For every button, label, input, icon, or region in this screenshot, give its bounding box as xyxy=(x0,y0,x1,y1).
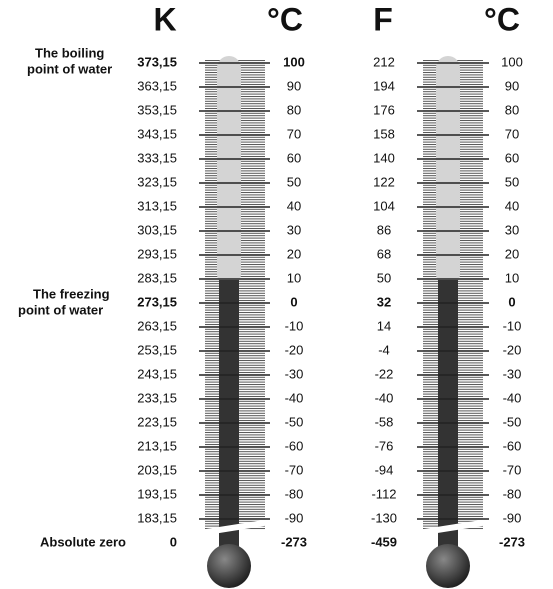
celsius-label: -50 xyxy=(285,414,304,429)
fahrenheit-label: 158 xyxy=(373,126,395,141)
annotation: Absolute zero xyxy=(40,534,126,549)
kelvin-label: 313,15 xyxy=(137,198,177,213)
celsius-label: 20 xyxy=(287,246,301,261)
fahrenheit-label: 140 xyxy=(373,150,395,165)
fahrenheit-label: -459 xyxy=(371,534,397,549)
celsius-label: 80 xyxy=(287,102,301,117)
celsius-label: -273 xyxy=(281,534,307,549)
fahrenheit-label: 68 xyxy=(377,246,391,261)
thermometer-diagram: K °C F °C The boiling point of water The… xyxy=(0,0,553,589)
fahrenheit-label: -4 xyxy=(378,342,390,357)
celsius-label: -80 xyxy=(503,486,522,501)
kelvin-label: 283,15 xyxy=(137,270,177,285)
kelvin-label: 343,15 xyxy=(137,126,177,141)
kelvin-label: 213,15 xyxy=(137,438,177,453)
fahrenheit-label: 212 xyxy=(373,54,395,69)
fahrenheit-label: -130 xyxy=(371,510,397,525)
fahrenheit-label: -94 xyxy=(375,462,394,477)
celsius-label: 100 xyxy=(501,54,523,69)
kelvin-label: 333,15 xyxy=(137,150,177,165)
celsius-label: -30 xyxy=(503,366,522,381)
celsius-label: 0 xyxy=(290,294,297,309)
fahrenheit-label: 176 xyxy=(373,102,395,117)
kelvin-label: 263,15 xyxy=(137,318,177,333)
celsius-label: 10 xyxy=(287,270,301,285)
kelvin-label: 183,15 xyxy=(137,510,177,525)
kelvin-label: 233,15 xyxy=(137,390,177,405)
fahrenheit-label: -58 xyxy=(375,414,394,429)
header: F xyxy=(373,1,393,37)
celsius-label: -40 xyxy=(285,390,304,405)
celsius-label: -60 xyxy=(285,438,304,453)
annotation: point of water xyxy=(27,61,112,76)
celsius-label: 90 xyxy=(505,78,519,93)
kelvin-label: 223,15 xyxy=(137,414,177,429)
celsius-label: -50 xyxy=(503,414,522,429)
celsius-label: -273 xyxy=(499,534,525,549)
celsius-label: -60 xyxy=(503,438,522,453)
kelvin-label: 243,15 xyxy=(137,366,177,381)
kelvin-label: 203,15 xyxy=(137,462,177,477)
fahrenheit-label: -22 xyxy=(375,366,394,381)
celsius-label: 60 xyxy=(505,150,519,165)
celsius-label: -30 xyxy=(285,366,304,381)
kelvin-label: 0 xyxy=(170,534,177,549)
fahrenheit-label: 32 xyxy=(377,294,391,309)
celsius-label: 50 xyxy=(505,174,519,189)
celsius-label: -40 xyxy=(503,390,522,405)
fahrenheit-label: 86 xyxy=(377,222,391,237)
kelvin-label: 363,15 xyxy=(137,78,177,93)
celsius-label: 100 xyxy=(283,54,305,69)
fahrenheit-label: 104 xyxy=(373,198,395,213)
celsius-label: -80 xyxy=(285,486,304,501)
fahrenheit-label: 14 xyxy=(377,318,391,333)
celsius-label: 0 xyxy=(508,294,515,309)
kelvin-label: 323,15 xyxy=(137,174,177,189)
celsius-label: 10 xyxy=(505,270,519,285)
fahrenheit-label: -112 xyxy=(371,486,396,501)
celsius-label: 70 xyxy=(505,126,519,141)
celsius-label: 40 xyxy=(287,198,301,213)
celsius-label: 40 xyxy=(505,198,519,213)
annotation: The freezing xyxy=(33,286,110,301)
kelvin-label: 293,15 xyxy=(137,246,177,261)
celsius-label: 30 xyxy=(505,222,519,237)
fahrenheit-label: -40 xyxy=(375,390,394,405)
header: K xyxy=(153,1,176,37)
annotation: point of water xyxy=(18,302,103,317)
fahrenheit-label: 194 xyxy=(373,78,395,93)
kelvin-label: 303,15 xyxy=(137,222,177,237)
celsius-label: 80 xyxy=(505,102,519,117)
celsius-label: -70 xyxy=(503,462,522,477)
fahrenheit-label: -76 xyxy=(375,438,394,453)
fahrenheit-label: 50 xyxy=(377,270,391,285)
celsius-label: 30 xyxy=(287,222,301,237)
celsius-label: 90 xyxy=(287,78,301,93)
celsius-label: -20 xyxy=(285,342,304,357)
celsius-label: 50 xyxy=(287,174,301,189)
kelvin-label: 253,15 xyxy=(137,342,177,357)
fahrenheit-label: 122 xyxy=(373,174,395,189)
thermometer-right xyxy=(418,56,488,588)
annotation: The boiling xyxy=(35,45,104,60)
thermometer-left xyxy=(200,56,270,588)
header: °C xyxy=(484,1,520,37)
celsius-label: -10 xyxy=(503,318,522,333)
kelvin-label: 353,15 xyxy=(137,102,177,117)
celsius-label: 20 xyxy=(505,246,519,261)
celsius-label: -10 xyxy=(285,318,304,333)
celsius-label: -90 xyxy=(285,510,304,525)
celsius-label: -70 xyxy=(285,462,304,477)
celsius-label: 70 xyxy=(287,126,301,141)
kelvin-label: 273,15 xyxy=(137,294,177,309)
header: °C xyxy=(267,1,303,37)
celsius-label: -90 xyxy=(503,510,522,525)
celsius-label: 60 xyxy=(287,150,301,165)
celsius-label: -20 xyxy=(503,342,522,357)
kelvin-label: 373,15 xyxy=(137,54,177,69)
kelvin-label: 193,15 xyxy=(137,486,177,501)
